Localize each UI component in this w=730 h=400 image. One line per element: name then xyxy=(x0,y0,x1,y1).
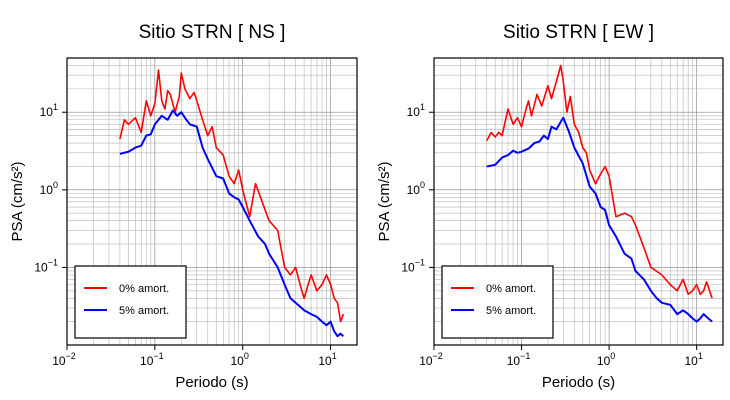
legend-label: 5% amort. xyxy=(486,305,536,317)
y-tick-label: 100 xyxy=(407,180,425,197)
series-line-damped xyxy=(119,109,345,338)
x-axis-label: Periodo (s) xyxy=(542,374,615,391)
x-tick-label: 10−1 xyxy=(140,351,164,368)
legend: 0% amort. 5% amort. xyxy=(441,265,554,339)
chart-panel-1: 10−2 10−1 100 101 10−1 100 101 Sitio STRN [ NS … xyxy=(9,22,358,391)
x-tick-label: 10−1 xyxy=(507,351,531,368)
x-tick-label: 100 xyxy=(231,351,249,368)
x-tick-label: 10−2 xyxy=(419,351,443,368)
series-group xyxy=(119,69,345,338)
y-tick-label: 10−1 xyxy=(34,257,58,274)
x-tick-label: 101 xyxy=(684,351,702,368)
y-tick-label: 10−1 xyxy=(401,257,425,274)
x-tick-label: 10−2 xyxy=(52,351,76,368)
series-line-undamped xyxy=(485,64,713,299)
legend-box xyxy=(74,265,187,339)
legend-label: 5% amort. xyxy=(119,305,169,317)
chart-title: Sitio STRN [ EW ] xyxy=(503,22,654,43)
series-line-damped xyxy=(486,116,713,323)
x-tick-label: 100 xyxy=(597,351,615,368)
y-axis-label: PSA (cm/s²) xyxy=(9,161,26,241)
legend: 0% amort. 5% amort. xyxy=(74,265,187,339)
y-tick-label: 101 xyxy=(407,102,425,119)
y-tick-label: 101 xyxy=(40,102,58,119)
chart-panel-2: 10−2 10−1 100 101 10−1 100 101 Sitio STRN [ EW … xyxy=(376,22,724,391)
legend-label: 0% amort. xyxy=(119,283,169,295)
y-axis-label: PSA (cm/s²) xyxy=(376,161,393,241)
grid xyxy=(434,58,723,345)
chart-title: Sitio STRN [ NS ] xyxy=(139,22,286,43)
x-axis-label: Periodo (s) xyxy=(175,374,248,391)
legend-box xyxy=(441,265,554,339)
plot-frame xyxy=(433,57,724,346)
legend-label: 0% amort. xyxy=(486,283,536,295)
plot-frame xyxy=(66,57,358,346)
y-tick-label: 100 xyxy=(40,180,58,197)
x-tick-label: 101 xyxy=(318,351,336,368)
series-line-undamped xyxy=(119,69,345,323)
series-group xyxy=(485,64,713,323)
